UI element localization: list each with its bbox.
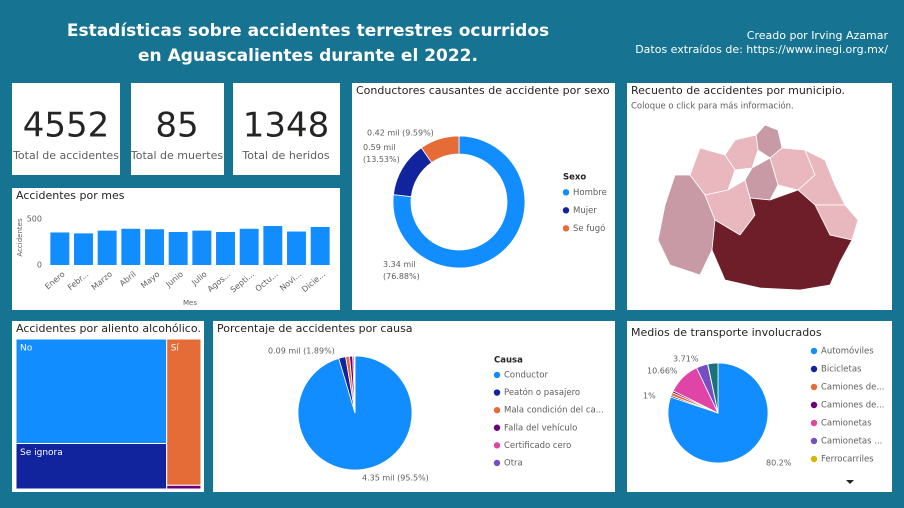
legend-label: Mala condición del ca... [504, 405, 604, 416]
tile [166, 484, 202, 490]
bar [121, 228, 141, 265]
card-value: 85 [155, 106, 198, 146]
data-label: 0.59 mil (13.53%) [363, 143, 400, 164]
chart-title: Accidentes por mes [16, 189, 125, 202]
card-label: Total de muertes [130, 149, 223, 162]
bar [263, 226, 283, 265]
legend-label: Certificado cero [504, 441, 571, 451]
chart-title: Porcentaje de accidentes por causa [217, 322, 413, 335]
credit: Datos extraídos de: https://www.inegi.or… [635, 43, 888, 56]
data-label: 80.2% [766, 459, 792, 468]
y-tick-label: 500 [27, 215, 42, 224]
y-axis-label: Accidentes [16, 218, 24, 257]
municipio[interactable] [711, 189, 853, 291]
bar [239, 228, 259, 265]
legend-label: Hombre [573, 188, 607, 198]
title: Estadísticas sobre accidentes terrestres… [67, 21, 549, 41]
credit: Creado por Irving Azamar [747, 29, 889, 42]
slice [353, 355, 356, 414]
legend-label: Mujer [573, 206, 597, 216]
tile [15, 338, 168, 444]
card [131, 83, 224, 175]
legend-marker [493, 406, 501, 414]
tile [15, 442, 168, 490]
x-axis-label: Mes [183, 299, 197, 307]
municipio[interactable] [657, 174, 716, 276]
legend-marker [810, 455, 818, 463]
bar [216, 232, 235, 265]
bar [50, 232, 70, 265]
legend-label: Camionetas ... [821, 437, 882, 447]
card-value: 1348 [243, 106, 330, 146]
map[interactable] [657, 124, 859, 291]
legend-label: Falla del vehículo [504, 423, 577, 433]
scroll-arrow[interactable] [846, 480, 854, 484]
bar [74, 233, 93, 265]
data-label: 1% [643, 392, 656, 401]
data-label: 3.34 mil (76.88%) [383, 260, 420, 281]
legend-title: Sexo [563, 173, 586, 183]
legend-marker [810, 365, 818, 373]
tile-label: Se ignora [20, 448, 63, 458]
chart-title: Conductores causantes de accidente por s… [356, 84, 610, 97]
card [233, 83, 340, 175]
legend-marker [810, 383, 818, 391]
legend-marker [562, 207, 570, 214]
legend-marker [493, 371, 501, 379]
bar [168, 232, 188, 265]
legend-marker [493, 424, 501, 431]
card-label: Total de accidentes [12, 149, 119, 162]
data-label: 10.66% [647, 367, 678, 376]
bar [287, 231, 306, 265]
tile-label: No [20, 344, 33, 354]
slice [707, 362, 719, 414]
legend-label: Otra [504, 458, 523, 468]
y-tick-label: 0 [37, 261, 42, 270]
bar [310, 226, 330, 265]
panel [213, 321, 615, 492]
legend-marker [493, 459, 501, 467]
legend-title: Causa [494, 356, 523, 366]
legend-marker [493, 389, 501, 396]
legend-label: Automóviles [821, 346, 874, 357]
chart-title: Accidentes por aliento alcohólico. [16, 322, 201, 335]
chart-title: Recuento de accidentes por municipio. [631, 84, 845, 97]
data-label: 4.35 mil (95.5%) [362, 474, 429, 483]
legend-label: Bicicletas [821, 365, 862, 375]
chart-title: Medios de transporte involucrados [631, 326, 822, 339]
card-value: 4552 [23, 106, 110, 146]
tile-label: Sí [171, 344, 180, 354]
legend-label: Camiones de... [821, 401, 884, 411]
legend-label: Ferrocarriles [821, 455, 874, 465]
slice [420, 135, 460, 164]
legend-marker [810, 401, 818, 409]
legend-label: Conductor [504, 370, 549, 380]
data-label: 0.09 mil (1.89%) [268, 347, 335, 356]
card [12, 83, 120, 175]
title: en Aguascalientes durante el 2022. [138, 46, 478, 66]
legend-marker [562, 225, 570, 232]
tile [166, 338, 202, 486]
data-label: 3.71% [673, 355, 699, 364]
bar [97, 230, 117, 265]
bar [192, 230, 212, 265]
legend-label: Se fugó [573, 223, 605, 234]
legend-label: Camiones de... [821, 383, 884, 393]
card-label: Total de heridos [241, 149, 329, 162]
legend-marker [810, 437, 818, 445]
data-label: 0.42 mil (9.59%) [367, 129, 434, 138]
legend-marker [810, 419, 818, 427]
legend-marker [810, 347, 818, 355]
bar [145, 229, 164, 265]
slice [392, 135, 526, 269]
chart-subtitle: Coloque o click para más información. [631, 101, 794, 112]
legend-label: Peatón o pasajero [504, 387, 580, 398]
legend-marker [493, 442, 501, 449]
legend-marker [562, 189, 570, 196]
legend-label: Camionetas [821, 419, 872, 429]
